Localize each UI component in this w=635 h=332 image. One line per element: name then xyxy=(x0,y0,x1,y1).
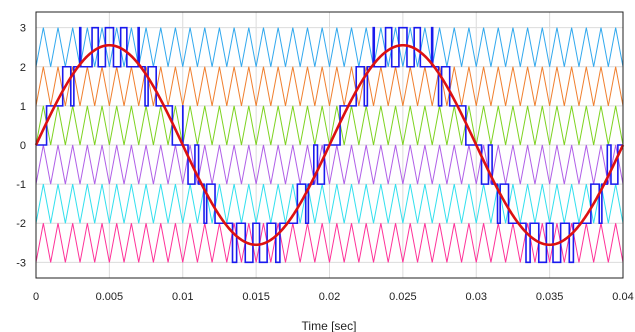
y-axis-ticks: 3 2 1 0 -1 -2 -3 xyxy=(16,23,26,270)
y-tick-label: -2 xyxy=(16,218,26,230)
plot-frame xyxy=(35,11,624,279)
carrier-wave xyxy=(35,27,624,67)
carrier-wave xyxy=(35,144,624,185)
carrier-wave xyxy=(35,66,624,106)
y-tick-label: -1 xyxy=(16,179,26,191)
y-tick-label: 3 xyxy=(20,23,26,35)
x-axis-label: Time [sec] xyxy=(302,319,357,332)
y-tick-label: 0 xyxy=(20,140,26,152)
x-tick-label: 0.03 xyxy=(466,291,487,303)
reference-sine-line xyxy=(34,43,625,247)
x-tick-label: 0.005 xyxy=(96,291,124,303)
reference-sine xyxy=(34,43,625,247)
y-tick-label: 2 xyxy=(20,62,26,74)
carrier-wave xyxy=(35,184,624,224)
x-axis-ticks: 0 0.005 0.01 0.015 0.02 0.025 0.03 0.035 0.04 xyxy=(33,291,634,303)
x-tick-label: 0.01 xyxy=(172,291,193,303)
x-tick-label: 0.025 xyxy=(389,291,417,303)
x-tick-label: 0 xyxy=(33,291,39,303)
y-tick-label: 1 xyxy=(20,101,26,113)
carrier-wave xyxy=(35,223,624,263)
x-tick-label: 0.02 xyxy=(319,291,340,303)
y-tick-label: -3 xyxy=(16,257,26,269)
x-tick-label: 0.04 xyxy=(612,291,633,303)
x-tick-label: 0.015 xyxy=(242,291,270,303)
x-tick-label: 0.035 xyxy=(536,291,564,303)
